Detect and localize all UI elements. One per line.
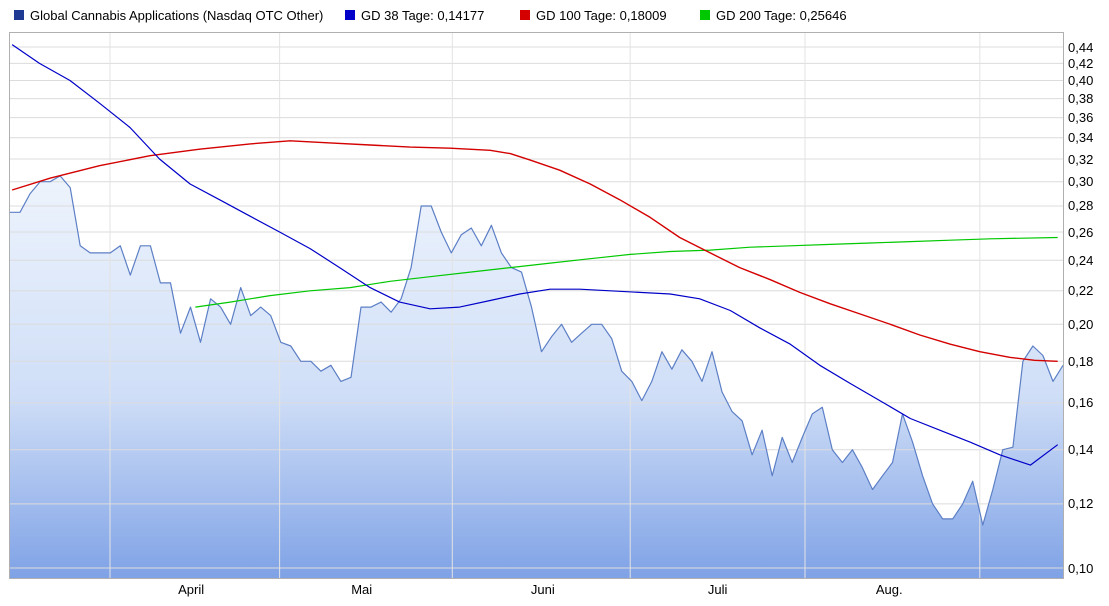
y-axis-tick-label: 0,10 bbox=[1068, 560, 1094, 576]
y-axis-tick-label: 0,28 bbox=[1068, 198, 1094, 214]
y-axis-tick-label: 0,38 bbox=[1068, 91, 1094, 107]
legend-gd38-label: GD 38 Tage: 0,14177 bbox=[361, 7, 485, 23]
series-line-global-cannabis-applications-nasdaq-otc-other- bbox=[10, 175, 1063, 526]
legend-item-gd38: GD 38 Tage: 0,14177 bbox=[345, 6, 484, 24]
y-axis-tick-label: 0,32 bbox=[1068, 151, 1094, 167]
legend-item-gd200: GD 200 Tage: 0,25646 bbox=[700, 6, 847, 24]
gd100-swatch-icon bbox=[520, 10, 530, 20]
x-axis-month-label: Juni bbox=[530, 582, 555, 597]
legend-gd200-label: GD 200 Tage: 0,25646 bbox=[716, 7, 847, 23]
instrument-swatch-icon bbox=[14, 10, 24, 20]
y-axis-tick-label: 0,12 bbox=[1068, 496, 1094, 512]
gd200-swatch-icon bbox=[700, 10, 710, 20]
series-line-gd-38-tage bbox=[11, 44, 1059, 466]
y-axis-tick-label: 0,18 bbox=[1068, 353, 1094, 369]
chart-canvas bbox=[10, 33, 1063, 578]
series-line-gd-200-tage bbox=[195, 236, 1058, 308]
legend-item-gd100: GD 100 Tage: 0,18009 bbox=[520, 6, 667, 24]
x-axis-month-label: Mai bbox=[351, 582, 373, 597]
y-axis-tick-label: 0,30 bbox=[1068, 174, 1094, 190]
gd38-swatch-icon bbox=[345, 10, 355, 20]
x-axis: April Mai Juni Juli Aug. bbox=[10, 582, 1063, 600]
legend-instrument-label: Global Cannabis Applications (Nasdaq OTC… bbox=[30, 7, 324, 23]
y-axis-tick-label: 0,42 bbox=[1068, 55, 1094, 71]
y-axis: 0,44 0,42 0,40 0,38 0,36 0,34 0,32 0,30 0,28 0,26… bbox=[1068, 33, 1108, 578]
y-axis-tick-label: 0,20 bbox=[1068, 316, 1094, 332]
y-axis-tick-label: 0,36 bbox=[1068, 110, 1094, 126]
y-axis-tick-label: 0,22 bbox=[1068, 283, 1094, 299]
y-axis-tick-label: 0,44 bbox=[1068, 39, 1094, 55]
y-axis-tick-label: 0,14 bbox=[1068, 442, 1094, 458]
y-axis-tick-label: 0,34 bbox=[1068, 130, 1094, 146]
y-axis-tick-label: 0,40 bbox=[1068, 73, 1094, 89]
legend-item-instrument: Global Cannabis Applications (Nasdaq OTC… bbox=[14, 6, 323, 24]
y-axis-tick-label: 0,16 bbox=[1068, 395, 1094, 411]
x-axis-month-label: Juli bbox=[707, 582, 728, 597]
x-axis-month-label: Aug. bbox=[875, 582, 903, 597]
y-axis-tick-label: 0,26 bbox=[1068, 224, 1094, 240]
legend-gd100-label: GD 100 Tage: 0,18009 bbox=[536, 7, 667, 23]
x-axis-month-label: April bbox=[178, 582, 205, 597]
series-line-gd-100-tage bbox=[11, 140, 1058, 362]
y-axis-tick-label: 0,24 bbox=[1068, 252, 1094, 268]
price-area-fill bbox=[10, 175, 1063, 578]
plot-area bbox=[9, 32, 1064, 579]
chart-legend: Global Cannabis Applications (Nasdaq OTC… bbox=[0, 6, 1109, 26]
